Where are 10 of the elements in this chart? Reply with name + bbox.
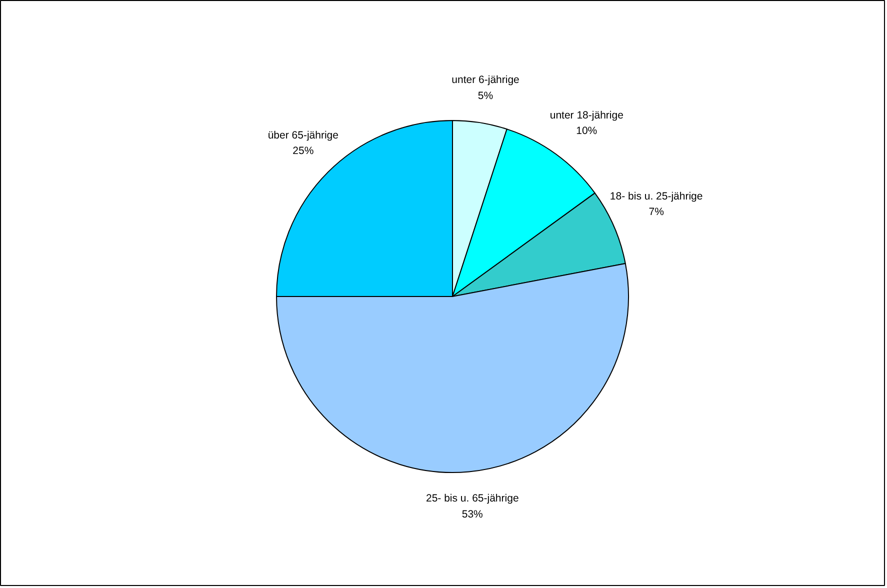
data-label: 25%	[292, 145, 314, 158]
slice-label: über 65-jährige	[268, 130, 339, 142]
data-label: 10%	[576, 125, 598, 138]
data-label: 53%	[462, 508, 483, 520]
slice-label: unter 6-jährige	[452, 74, 520, 86]
data-label: 7%	[648, 206, 664, 218]
slice-label: 25- bis u. 65-jährige	[426, 492, 519, 505]
slice-label: 18- bis u. 25-jährige	[610, 190, 703, 203]
slice-label: unter 18-jährige	[550, 109, 624, 122]
data-label: 5%	[478, 90, 494, 102]
